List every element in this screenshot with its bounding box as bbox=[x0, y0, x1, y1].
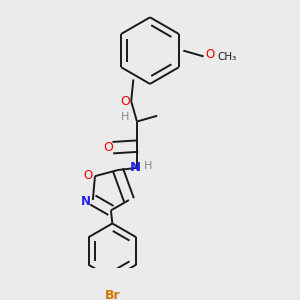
Text: CH₃: CH₃ bbox=[218, 52, 237, 62]
Text: H: H bbox=[121, 112, 130, 122]
Text: O: O bbox=[104, 140, 113, 154]
Text: O: O bbox=[83, 169, 93, 182]
Text: Br: Br bbox=[104, 289, 120, 300]
Text: O: O bbox=[120, 95, 130, 108]
Text: H: H bbox=[144, 161, 152, 171]
Text: N: N bbox=[81, 195, 91, 208]
Text: N: N bbox=[130, 161, 141, 174]
Text: O: O bbox=[205, 49, 214, 62]
